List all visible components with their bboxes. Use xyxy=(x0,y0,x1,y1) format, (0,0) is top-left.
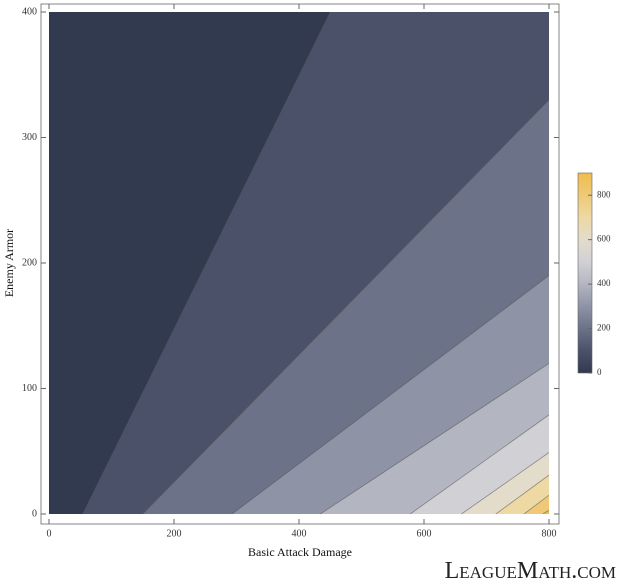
x-tick-label: 0 xyxy=(47,528,52,539)
plot-area xyxy=(49,12,549,514)
contour-line xyxy=(495,474,549,514)
colorbar-tick-label: 200 xyxy=(597,323,611,333)
y-axis-label: Enemy Armor xyxy=(2,229,16,297)
colorbar-tick-label: 0 xyxy=(597,367,602,377)
contour-line xyxy=(523,494,549,514)
contour-line xyxy=(461,452,549,514)
x-tick-label: 600 xyxy=(417,528,432,539)
x-tick-label: 800 xyxy=(542,528,557,539)
watermark: LeagueMath.com xyxy=(445,558,616,582)
contour-line xyxy=(542,509,549,514)
colorbar-tick-label: 400 xyxy=(597,278,611,288)
x-tick-label: 400 xyxy=(292,528,307,539)
plot-frame xyxy=(40,3,560,525)
contour-line xyxy=(82,12,331,514)
y-tick-label: 100 xyxy=(22,383,37,394)
colorbar xyxy=(577,172,593,374)
y-tick-label: 0 xyxy=(32,508,37,519)
contour-line xyxy=(231,275,549,514)
y-tick-label: 400 xyxy=(22,6,37,17)
contour-line xyxy=(410,414,549,514)
x-tick-label: 200 xyxy=(167,528,182,539)
y-tick-label: 200 xyxy=(22,257,37,268)
colorbar-tick-label: 800 xyxy=(597,189,611,199)
contour-line xyxy=(320,363,549,514)
y-tick-label: 300 xyxy=(22,132,37,143)
contour-line xyxy=(142,99,549,514)
colorbar-tick-label: 600 xyxy=(597,234,611,244)
x-axis-label: Basic Attack Damage xyxy=(248,545,352,559)
